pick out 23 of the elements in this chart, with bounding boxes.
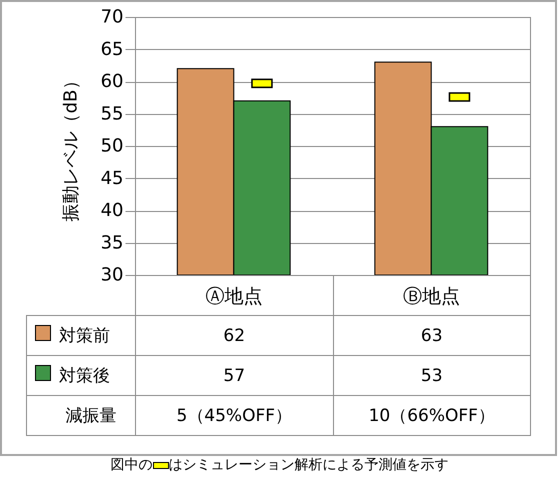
y-tick-label: 70 xyxy=(100,6,124,28)
text: 10（66%OFF） xyxy=(368,405,495,427)
x-tick-label: Ⓐ地点 xyxy=(205,286,262,308)
y-tick-label: 40 xyxy=(100,200,124,221)
y-tick-label: 55 xyxy=(100,103,124,124)
y-tick-label: 45 xyxy=(100,168,124,189)
y-tick-label: 30 xyxy=(100,264,124,286)
x-tick-label: Ⓑ地点 xyxy=(402,286,460,308)
text: 図中の xyxy=(110,457,152,473)
data-label: 63 xyxy=(420,326,443,346)
y-tick-label: 50 xyxy=(100,136,124,156)
y-axis-title: 振動レベル（dB） xyxy=(60,72,82,222)
data-label: 53 xyxy=(420,366,443,386)
text: 5（45%OFF） xyxy=(176,405,292,427)
data-label: 62 xyxy=(223,326,246,346)
legend-label: 対策後 xyxy=(59,366,110,386)
y-tick-label: 60 xyxy=(100,71,124,92)
legend-label: 対策前 xyxy=(59,326,110,346)
text: 減振量 xyxy=(64,405,116,427)
y-tick-label: 35 xyxy=(100,232,124,254)
y-tick-label: 65 xyxy=(100,38,124,60)
data-label: 57 xyxy=(223,366,246,386)
text: はシミュレーション解析による予測値を示す xyxy=(168,457,448,473)
